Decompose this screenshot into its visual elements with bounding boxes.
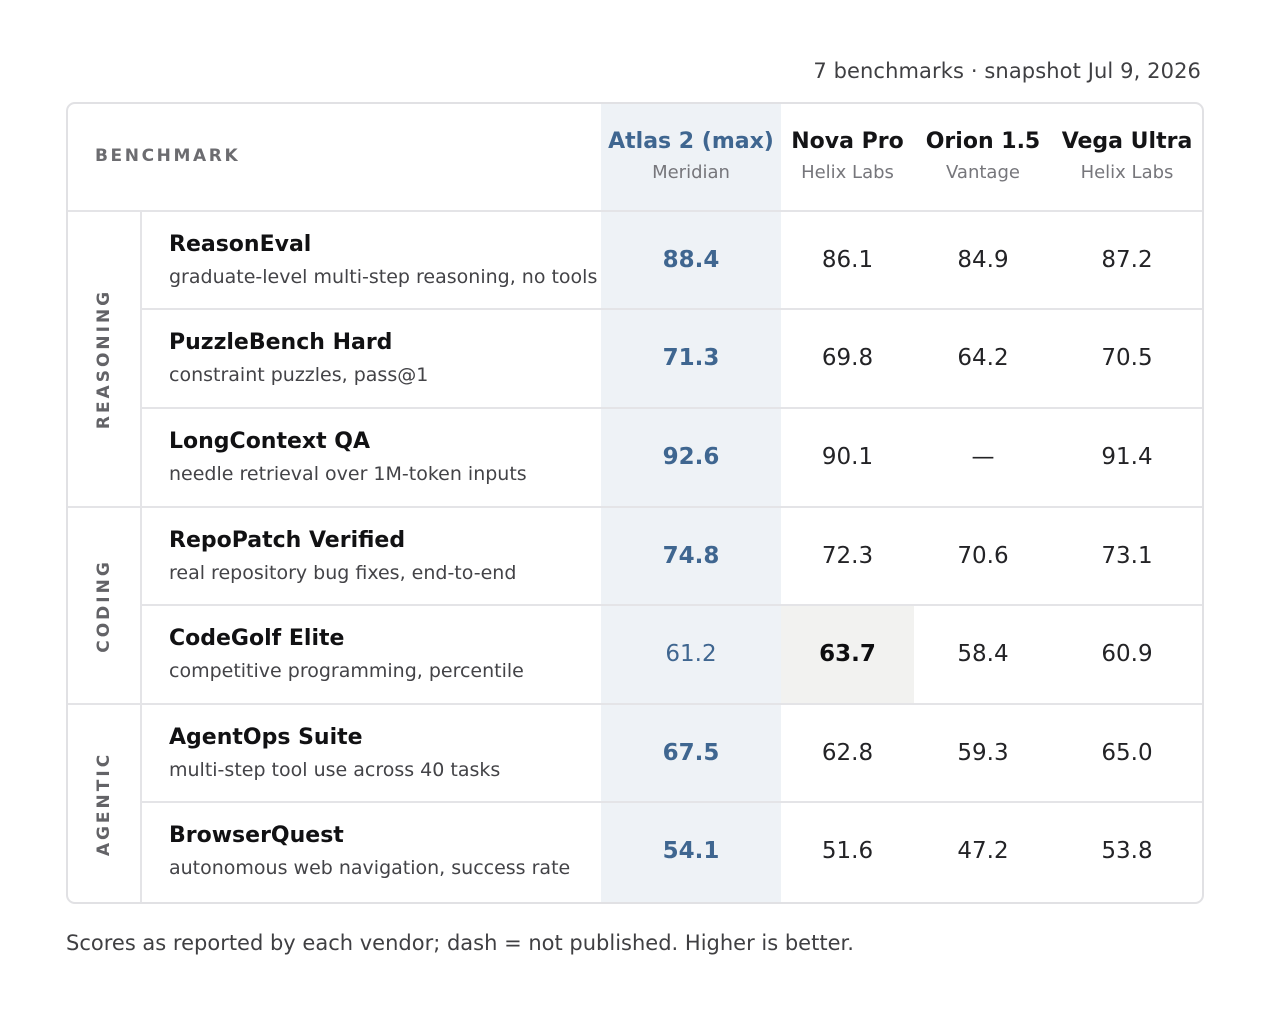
benchmark-name: PuzzleBench Hard (169, 330, 393, 355)
divider (142, 407, 1202, 409)
score-cell: 74.8 (662, 543, 720, 569)
score-cell: 88.4 (662, 247, 720, 273)
table-row: LongContext QA needle retrieval over 1M-… (142, 409, 1200, 506)
model-header-atlas: Atlas 2 (max) Meridian (601, 126, 781, 186)
group-divider (68, 506, 1202, 508)
benchmark-table: BENCHMARK Atlas 2 (max) Meridian Nova Pr… (66, 102, 1204, 904)
score-cell: 60.9 (1101, 641, 1153, 667)
benchmark-description: graduate-level multi-step reasoning, no … (169, 266, 598, 288)
score-cell: 92.6 (662, 444, 720, 470)
score-cell: 61.2 (665, 641, 717, 667)
score-cell: 59.3 (957, 740, 1009, 766)
table-row: CodeGolf Elite competitive programming, … (142, 606, 1200, 703)
score-cell: 90.1 (821, 444, 874, 470)
score-cell: 70.5 (1101, 345, 1153, 371)
score-cell: 67.5 (662, 740, 720, 766)
score-cell: 70.6 (957, 543, 1009, 569)
divider (142, 308, 1202, 310)
table-row: RepoPatch Verified real repository bug f… (142, 508, 1200, 605)
score-cell: 65.0 (1101, 740, 1153, 766)
model-header-nova: Nova Pro Helix Labs (781, 126, 914, 186)
table-row: AgentOps Suite multi-step tool use acros… (142, 705, 1200, 802)
benchmark-description: competitive programming, percentile (169, 660, 524, 682)
score-cell: 91.4 (1101, 444, 1153, 470)
group-label-agentic: AGENTIC (94, 751, 115, 856)
best-score-cell-highlight (781, 605, 914, 703)
model-name: Nova Pro (791, 129, 904, 154)
benchmark-description: needle retrieval over 1M-token inputs (169, 463, 527, 485)
benchmark-name: AgentOps Suite (169, 725, 363, 750)
score-cell-not-published: — (971, 444, 995, 470)
benchmark-description: constraint puzzles, pass@1 (169, 364, 429, 386)
table-row: ReasonEval graduate-level multi-step rea… (142, 212, 1200, 309)
benchmark-description: autonomous web navigation, success rate (169, 857, 571, 879)
model-name: Atlas 2 (max) (608, 129, 774, 154)
model-name: Orion 1.5 (925, 129, 1041, 154)
score-cell: 58.4 (957, 641, 1009, 667)
score-cell: 71.3 (662, 345, 720, 371)
divider (142, 604, 1202, 606)
score-cell: 73.1 (1101, 543, 1153, 569)
divider (142, 801, 1202, 803)
best-score-cell: 63.7 (819, 641, 876, 667)
benchmark-name: RepoPatch Verified (169, 528, 406, 553)
benchmark-description: real repository bug fixes, end-to-end (169, 562, 517, 584)
score-cell: 72.3 (821, 543, 874, 569)
benchmark-name: ReasonEval (169, 232, 312, 257)
benchmark-name: BrowserQuest (169, 823, 344, 848)
model-vendor: Meridian (652, 162, 730, 183)
benchmark-description: multi-step tool use across 40 tasks (169, 759, 501, 781)
benchmark-column-header: BENCHMARK (95, 146, 241, 166)
group-label-coding: CODING (94, 558, 115, 653)
benchmark-name: CodeGolf Elite (169, 626, 345, 651)
group-label-reasoning: REASONING (94, 288, 115, 430)
group-column-divider (140, 210, 142, 902)
score-cell: 54.1 (662, 838, 720, 864)
highlighted-model-column (601, 104, 781, 902)
table-row: PuzzleBench Hard constraint puzzles, pas… (142, 310, 1200, 407)
score-cell: 51.6 (821, 838, 874, 864)
model-vendor: Helix Labs (801, 162, 894, 183)
model-name: Vega Ultra (1061, 129, 1193, 154)
score-cell: 53.8 (1101, 838, 1153, 864)
table-row: BrowserQuest autonomous web navigation, … (142, 803, 1200, 900)
model-vendor: Helix Labs (1080, 162, 1174, 183)
score-cell: 87.2 (1101, 247, 1153, 273)
table-footnote: Scores as reported by each vendor; dash … (66, 931, 854, 955)
model-vendor: Vantage (946, 162, 1020, 183)
score-cell: 47.2 (957, 838, 1009, 864)
score-cell: 64.2 (957, 345, 1009, 371)
score-cell: 86.1 (821, 247, 874, 273)
score-cell: 69.8 (821, 345, 874, 371)
score-cell: 62.8 (821, 740, 874, 766)
group-divider (68, 703, 1202, 705)
score-cell: 84.9 (957, 247, 1009, 273)
model-header-orion: Orion 1.5 Vantage (914, 126, 1052, 186)
divider (68, 210, 1202, 212)
model-header-vega: Vega Ultra Helix Labs (1052, 126, 1202, 186)
snapshot-meta: 7 benchmarks · snapshot Jul 9, 2026 (813, 59, 1201, 83)
benchmark-name: LongContext QA (169, 429, 370, 454)
